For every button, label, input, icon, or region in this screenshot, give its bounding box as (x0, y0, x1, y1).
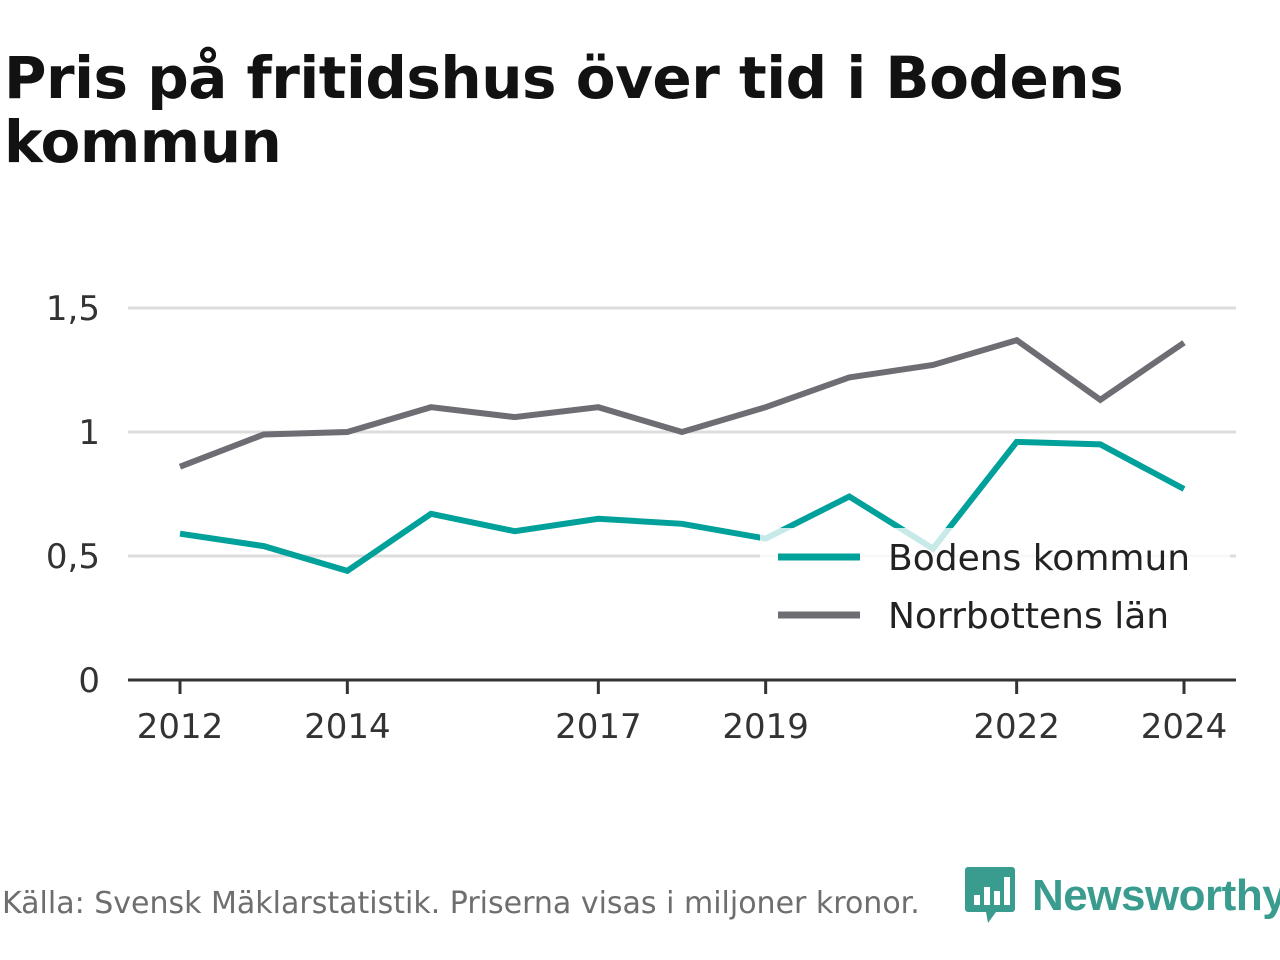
x-axis: 2012 2014 2017 2019 2022 2024 (128, 678, 1236, 747)
series-lines (178, 336, 1186, 575)
x-tick-label: 2024 (1141, 707, 1228, 747)
y-axis-tick-labels: 0 0,5 1 1,5 (46, 289, 100, 701)
legend: Bodens kommun Norrbottens län (760, 528, 1230, 652)
y-tick-label: 1,5 (46, 289, 100, 329)
y-tick-label: 0,5 (46, 537, 100, 577)
legend-background (760, 528, 1230, 652)
x-tick-label: 2012 (137, 707, 224, 747)
x-tick-label: 2014 (304, 707, 391, 747)
source-note: Källa: Svensk Mäklarstatistik. Priserna … (2, 886, 920, 921)
y-tick-label: 0 (78, 661, 100, 701)
series-line-bodens-kommun (179, 438, 1186, 575)
brand-logo: Newsworthy (964, 864, 1280, 928)
brand-name: Newsworthy (1032, 871, 1280, 920)
legend-label: Norrbottens län (888, 596, 1169, 637)
x-tick-label: 2017 (555, 707, 642, 747)
legend-label: Bodens kommun (888, 538, 1190, 579)
chart-title: Pris på fritidshus över tid i Bodens kom… (4, 44, 1124, 176)
line-chart: 0 0,5 1 1,5 2012 2014 2017 2019 2022 2024 Bodens… (46, 289, 1236, 747)
y-tick-label: 1 (78, 413, 100, 453)
x-tick-label: 2019 (722, 707, 809, 747)
bar-chart-speech-bubble-icon (965, 867, 1015, 923)
series-line-norrbottens-l-n (178, 336, 1186, 470)
x-tick-label: 2022 (973, 707, 1060, 747)
